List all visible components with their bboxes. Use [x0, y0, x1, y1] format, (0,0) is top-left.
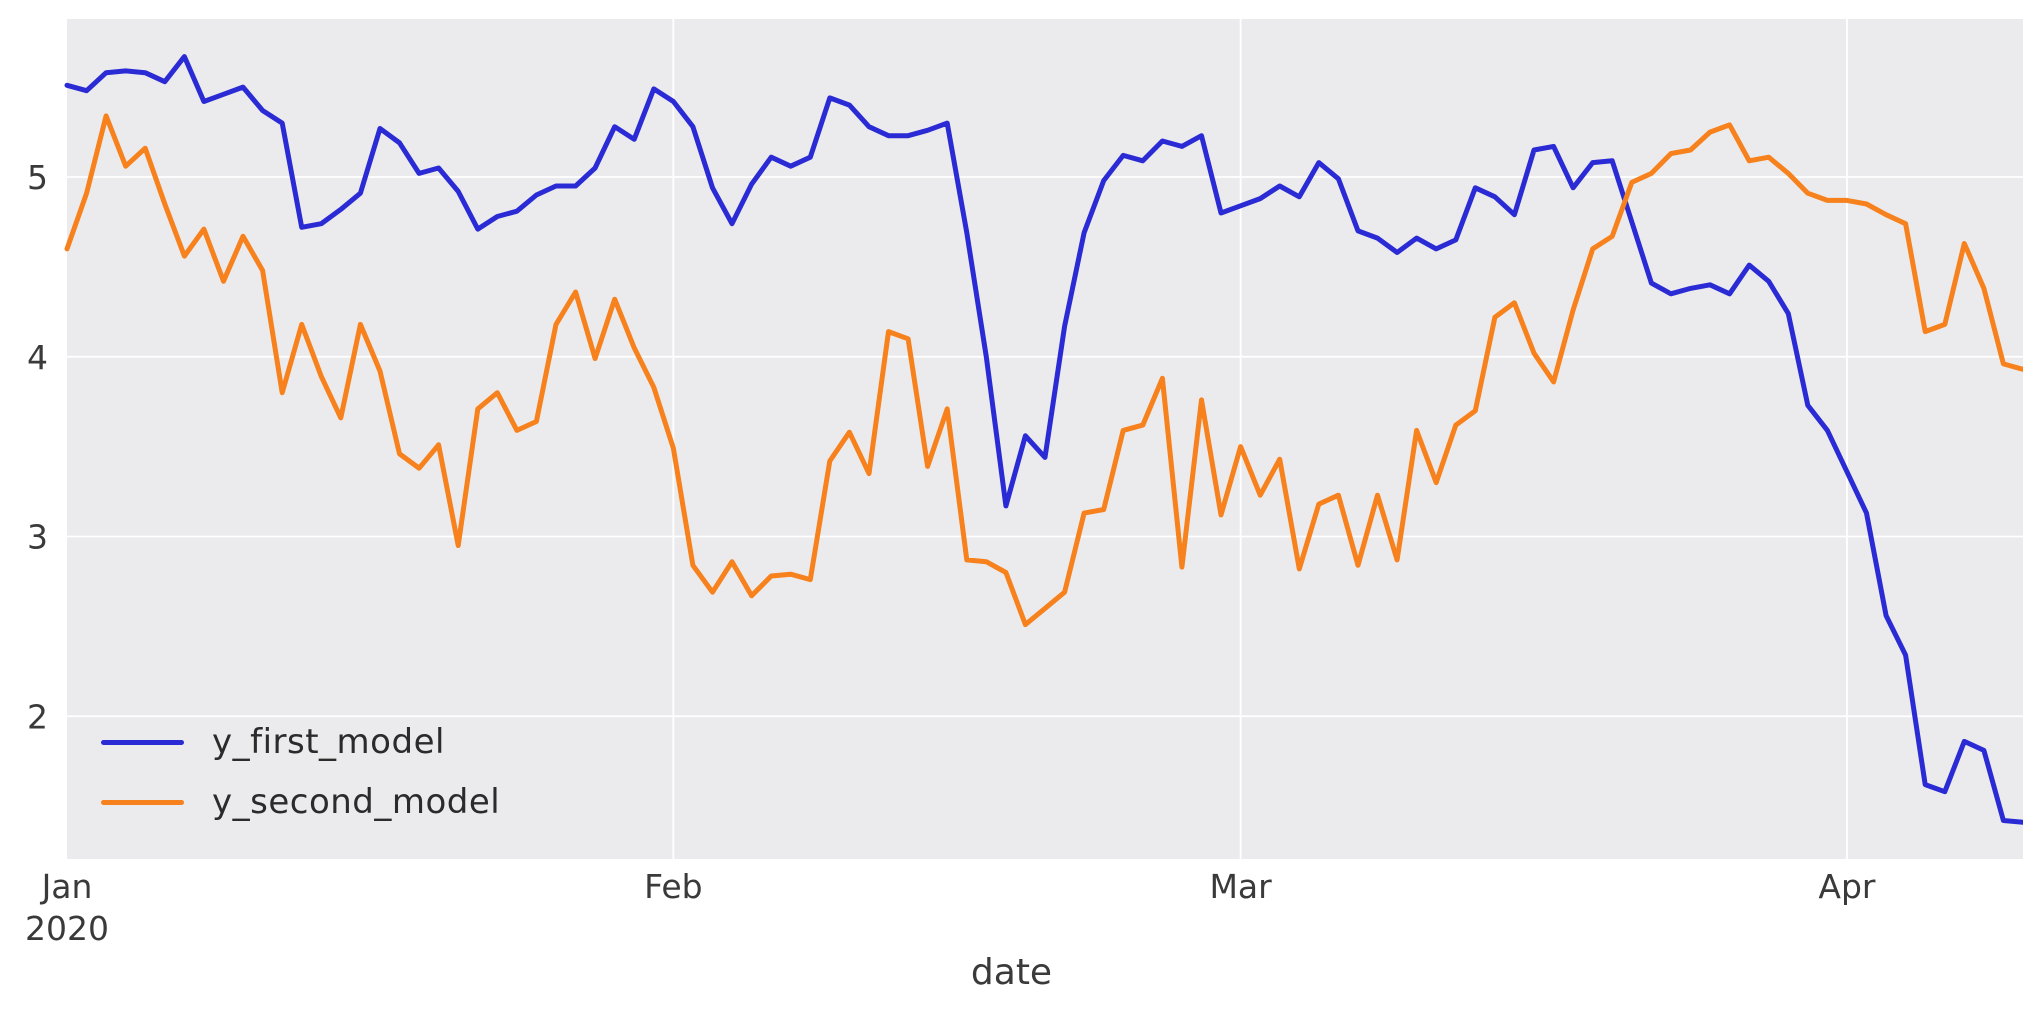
legend: y_first_model y_second_model	[101, 720, 500, 824]
x-tick-sublabel: 2020	[25, 909, 109, 948]
legend-line-swatch-orange	[101, 799, 184, 805]
legend-item-y-second-model: y_second_model	[101, 780, 500, 824]
legend-label: y_second_model	[212, 782, 501, 822]
x-tick-label: Jan	[40, 867, 93, 906]
legend-label: y_first_model	[212, 722, 445, 762]
y-tick-label: 2	[27, 697, 48, 736]
y-tick-label: 5	[27, 158, 48, 197]
series-line-y_first_model	[64, 54, 2023, 825]
x-axis-title: date	[970, 952, 1053, 993]
legend-item-y-first-model: y_first_model	[101, 720, 500, 764]
plot-area	[67, 19, 2023, 859]
x-tick-label: Mar	[1209, 867, 1272, 906]
legend-line-swatch-blue	[101, 739, 184, 745]
series-line-y_second_model	[64, 113, 2023, 628]
y-tick-label: 3	[27, 518, 48, 557]
x-tick-label: Feb	[644, 867, 702, 906]
y-tick-label: 4	[27, 338, 48, 377]
x-tick-label: Apr	[1818, 867, 1876, 906]
